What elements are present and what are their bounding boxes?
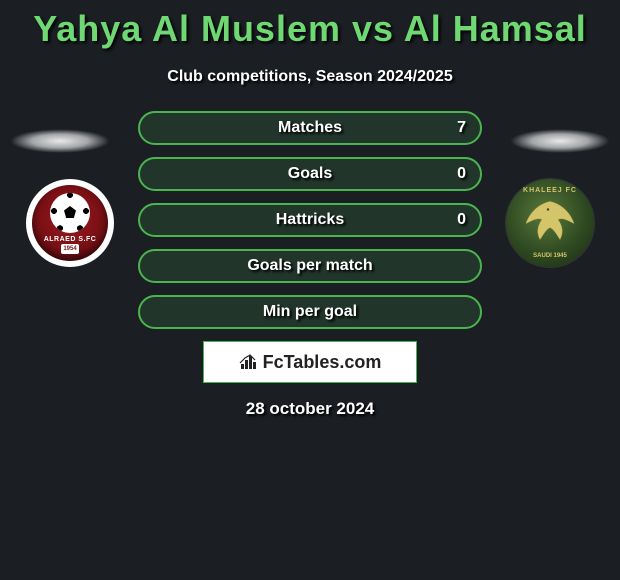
team-badge-left: ALRAED S.FC 1954 [26,179,114,267]
team-badge-left-year: 1954 [61,244,79,254]
bar-chart-icon [239,354,259,370]
stat-row: Min per goal [138,295,482,329]
team-badge-right: KHALEEJ FC SAUDI 1945 [506,179,594,267]
team-badge-right-name: KHALEEJ FC [506,187,594,194]
date-text: 28 october 2024 [0,399,620,419]
page-title: Yahya Al Muslem vs Al Hamsal [0,0,620,50]
team-badge-right-year: SAUDI 1945 [506,253,594,259]
stat-row: Goals 0 [138,157,482,191]
subtitle: Club competitions, Season 2024/2025 [0,68,620,86]
site-name-text: FcTables.com [263,352,382,373]
shadow-right [510,129,610,153]
stat-value-right: 7 [457,119,466,137]
attribution-box: FcTables.com [203,341,417,383]
eagle-icon [520,196,580,246]
stat-label: Hattricks [276,211,344,229]
fctables-logo: FcTables.com [239,352,382,373]
stat-label: Goals [288,165,332,183]
team-badge-left-name: ALRAED S.FC [32,236,108,243]
stat-label: Min per goal [263,303,357,321]
stat-label: Goals per match [247,257,372,275]
team-badge-left-inner: ALRAED S.FC 1954 [32,185,108,261]
comparison-panel: ALRAED S.FC 1954 KHALEEJ FC SAUDI 1945 M… [0,111,620,419]
stats-list: Matches 7 Goals 0 Hattricks 0 Goals per … [138,111,482,329]
soccer-ball-icon [50,193,90,233]
stat-row: Goals per match [138,249,482,283]
stat-label: Matches [278,119,342,137]
stat-row: Matches 7 [138,111,482,145]
stat-row: Hattricks 0 [138,203,482,237]
stat-value-right: 0 [457,165,466,183]
shadow-left [10,129,110,153]
stat-value-right: 0 [457,211,466,229]
